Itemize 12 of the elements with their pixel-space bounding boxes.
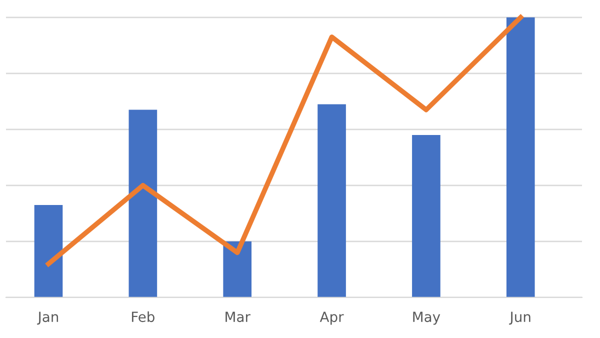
bar bbox=[34, 205, 63, 298]
bar bbox=[223, 241, 252, 298]
x-tick-label: Jan bbox=[37, 312, 58, 325]
bar bbox=[506, 17, 535, 298]
x-tick-label: Jun bbox=[509, 312, 530, 325]
x-tick-label: May bbox=[413, 312, 440, 325]
bar bbox=[412, 135, 440, 298]
x-tick-label: Feb bbox=[132, 311, 154, 322]
bar bbox=[318, 104, 346, 298]
x-tick-label: Mar bbox=[226, 312, 250, 322]
bar bbox=[128, 110, 158, 298]
x-tick-label: Apr bbox=[320, 312, 344, 325]
